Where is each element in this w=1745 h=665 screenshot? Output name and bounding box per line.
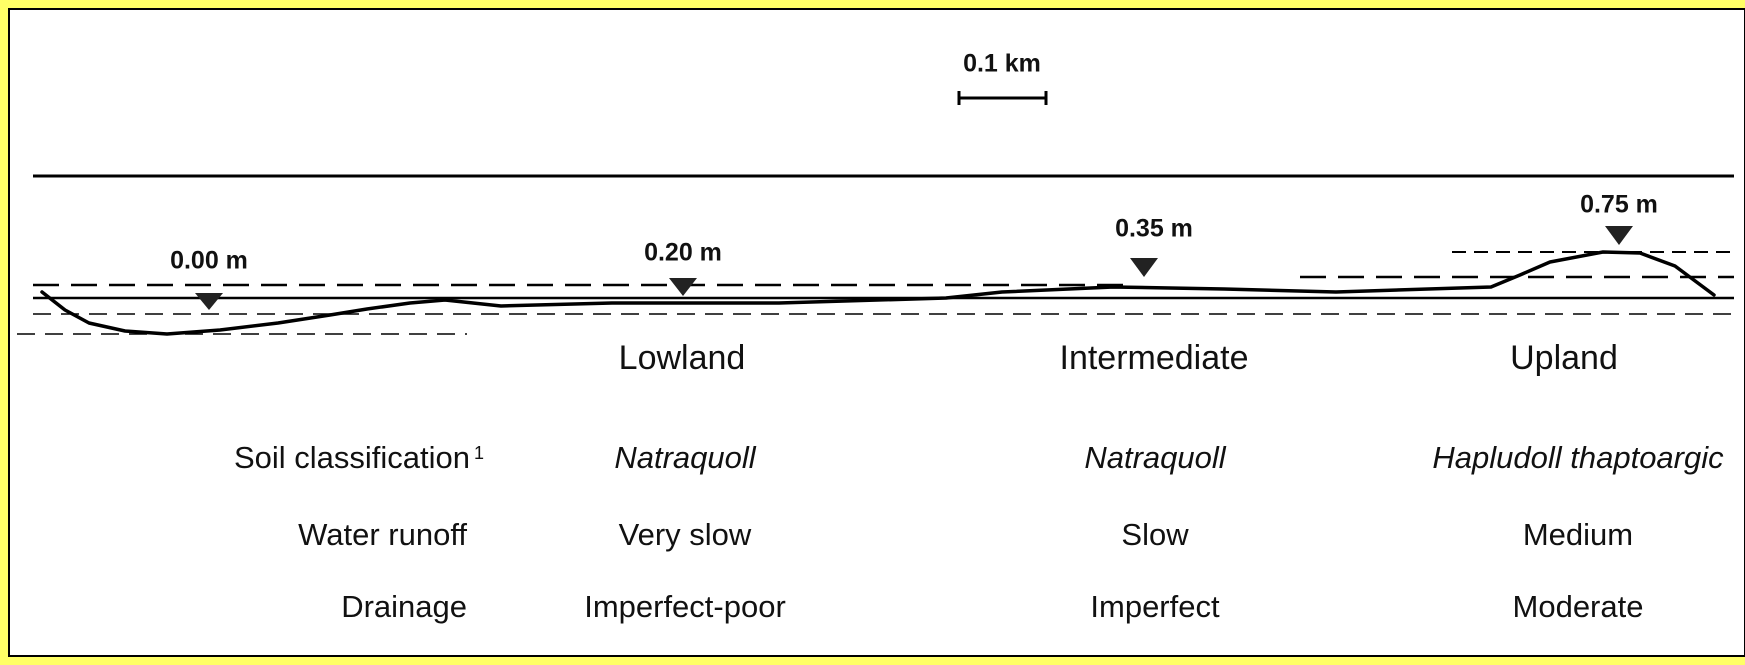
panel	[8, 8, 1745, 657]
level-markers	[195, 226, 1633, 310]
row-value: Imperfect	[1090, 589, 1220, 624]
row-label: Soil classification	[234, 440, 470, 475]
row-value: Moderate	[1513, 589, 1644, 624]
water-levels	[17, 251, 1734, 335]
marker-label: 0.20 m	[644, 239, 722, 267]
terrain-profile	[40, 250, 1716, 336]
row-value: Natraquoll	[614, 440, 756, 475]
zone-label: Lowland	[619, 339, 746, 377]
scale-label: 0.1 km	[963, 50, 1041, 78]
marker-label: 0.00 m	[170, 247, 248, 275]
zone-label: Upland	[1510, 339, 1618, 377]
zone-label: Intermediate	[1060, 339, 1249, 377]
row-value: Very slow	[619, 517, 752, 552]
marker-label: 0.75 m	[1580, 191, 1658, 219]
scale-bar	[957, 91, 1048, 105]
row-label: Drainage	[341, 589, 467, 624]
marker-label: 0.35 m	[1115, 215, 1193, 243]
row-value: Medium	[1523, 517, 1633, 552]
row-value: Hapludoll thaptoargic	[1432, 440, 1724, 475]
row-label: Water runoff	[298, 517, 467, 552]
row-value: Natraquoll	[1084, 440, 1226, 475]
footnote-mark: 1	[474, 443, 484, 463]
row-value: Slow	[1121, 517, 1189, 552]
row-value: Imperfect-poor	[584, 589, 786, 624]
